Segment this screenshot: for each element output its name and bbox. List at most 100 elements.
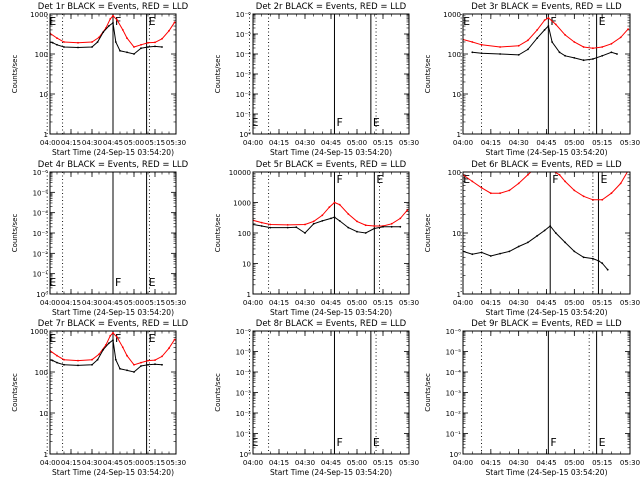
- lld-data-point: [610, 42, 613, 45]
- events-data-point: [390, 225, 393, 228]
- lld-data-point: [286, 224, 289, 226]
- lld-data-point: [480, 43, 483, 46]
- x-tick-label: 04:15: [269, 459, 289, 467]
- events-data-point: [564, 54, 566, 57]
- y-axis-label: Counts/sec: [214, 214, 222, 253]
- plot-frame: [252, 171, 410, 295]
- detector-panel-7: Det 7r BLACK = Events, RED = LLD 1 10 100 10…: [11, 319, 189, 477]
- marker-label: F: [550, 436, 556, 449]
- events-data-point: [554, 232, 557, 234]
- y-tick-label: 10⁻³: [33, 230, 49, 238]
- events-data-point: [77, 46, 79, 49]
- panel-title: Det 4r BLACK = Events, RED = LLD: [38, 160, 189, 170]
- y-axis-label: Counts/sec: [11, 214, 19, 253]
- x-tick-label: 04:00: [40, 299, 60, 307]
- lld-data-point: [499, 46, 501, 48]
- lld-data-point: [112, 14, 114, 17]
- y-tick-label: 10⁻⁴: [236, 51, 252, 59]
- events-data-point: [527, 48, 529, 51]
- marker-label: E: [463, 173, 470, 186]
- marker-label: E: [149, 276, 156, 289]
- lld-data-point: [109, 335, 112, 337]
- y-tick-label: 10⁻⁵: [33, 189, 49, 197]
- lld-data-point: [91, 358, 93, 361]
- events-data-point: [573, 250, 576, 253]
- x-tick-label: 05:00: [124, 459, 144, 467]
- events-data-point: [601, 54, 604, 57]
- events-data-point: [489, 255, 492, 257]
- lld-data-point: [527, 173, 529, 176]
- y-tick-label: 10⁻⁶: [236, 11, 252, 19]
- lld-data-point: [121, 29, 124, 31]
- x-tick-label: 05:00: [124, 299, 144, 307]
- events-data-point: [140, 47, 142, 50]
- events-data-point: [597, 259, 600, 262]
- x-tick-label: 04:15: [481, 299, 501, 307]
- y-tick-label: 10: [39, 410, 48, 418]
- y-tick-label: 100: [35, 369, 48, 377]
- lld-data-point: [91, 41, 93, 43]
- events-data-point: [606, 268, 609, 271]
- events-data-point: [471, 253, 474, 256]
- x-tick-label: 04:45: [536, 299, 556, 307]
- x-tick-label: 05:15: [373, 299, 393, 307]
- lld-data-point: [269, 223, 272, 226]
- x-tick-label: 05:00: [347, 459, 367, 467]
- lld-data-point: [154, 41, 156, 44]
- events-data-point: [48, 359, 50, 361]
- y-tick-label: 10⁻³: [446, 390, 462, 398]
- events-data-point: [56, 43, 58, 46]
- events-data-point: [107, 342, 110, 345]
- detector-panel-1: Det 1r BLACK = Events, RED = LLD 1 10 100 10…: [11, 2, 189, 157]
- plot-frame: [462, 13, 631, 135]
- panel-title: Det 9r BLACK = Events, RED = LLD: [471, 319, 622, 329]
- x-tick-label: 05:30: [620, 459, 640, 467]
- marker-label: E: [149, 332, 156, 345]
- lld-data-point: [627, 28, 629, 30]
- events-data-point: [547, 25, 550, 27]
- lld-series-line: [463, 172, 628, 201]
- x-tick-label: 04:00: [40, 459, 60, 467]
- events-data-point: [499, 252, 501, 255]
- events-data-point: [480, 251, 483, 254]
- lld-data-point: [161, 37, 163, 40]
- lld-data-point: [63, 358, 65, 361]
- lld-data-point: [399, 217, 402, 220]
- lld-data-point: [56, 354, 58, 357]
- x-tick-label: 04:45: [321, 299, 341, 307]
- lld-data-point: [601, 198, 604, 201]
- events-data-point: [96, 41, 99, 43]
- y-tick-label: 1000: [30, 328, 48, 336]
- lld-data-point: [471, 41, 474, 43]
- y-tick-label: 10⁻³: [236, 71, 252, 79]
- marker-label: E: [600, 173, 607, 186]
- lld-data-point: [45, 28, 47, 30]
- lld-data-point: [508, 189, 511, 192]
- lld-data-point: [56, 37, 58, 39]
- x-tick-label: 05:30: [166, 299, 186, 307]
- y-tick-label: 1: [44, 131, 48, 139]
- x-tick-label: 04:00: [40, 139, 60, 147]
- lld-data-point: [249, 217, 251, 219]
- lld-data-point: [573, 189, 576, 192]
- lld-data-point: [98, 353, 100, 356]
- lld-data-point: [140, 43, 142, 46]
- lld-data-point: [147, 359, 149, 362]
- series-group: [48, 332, 176, 373]
- y-tick-label: 10⁻⁵: [236, 31, 252, 39]
- lld-data-point: [321, 214, 324, 217]
- lld-series-line: [253, 201, 408, 227]
- detector-panel-5: Det 5r BLACK = Events, RED = LLD 1 10 100 10…: [214, 160, 419, 317]
- marker-label: E: [373, 436, 380, 449]
- detector-panel-4: Det 4r BLACK = Events, RED = LLD 10⁰ 10⁻¹ 1…: [11, 160, 189, 317]
- marker-label: F: [552, 173, 558, 186]
- lld-data-point: [356, 220, 358, 223]
- events-data-point: [114, 358, 117, 361]
- x-tick-label: 05:15: [373, 139, 393, 147]
- y-tick-label: 10⁰: [36, 291, 48, 299]
- y-axis-label: Counts/sec: [214, 55, 222, 94]
- lld-data-point: [161, 355, 163, 358]
- lld-data-point: [116, 19, 119, 22]
- events-data-point: [330, 217, 332, 220]
- marker-label: F: [336, 116, 342, 129]
